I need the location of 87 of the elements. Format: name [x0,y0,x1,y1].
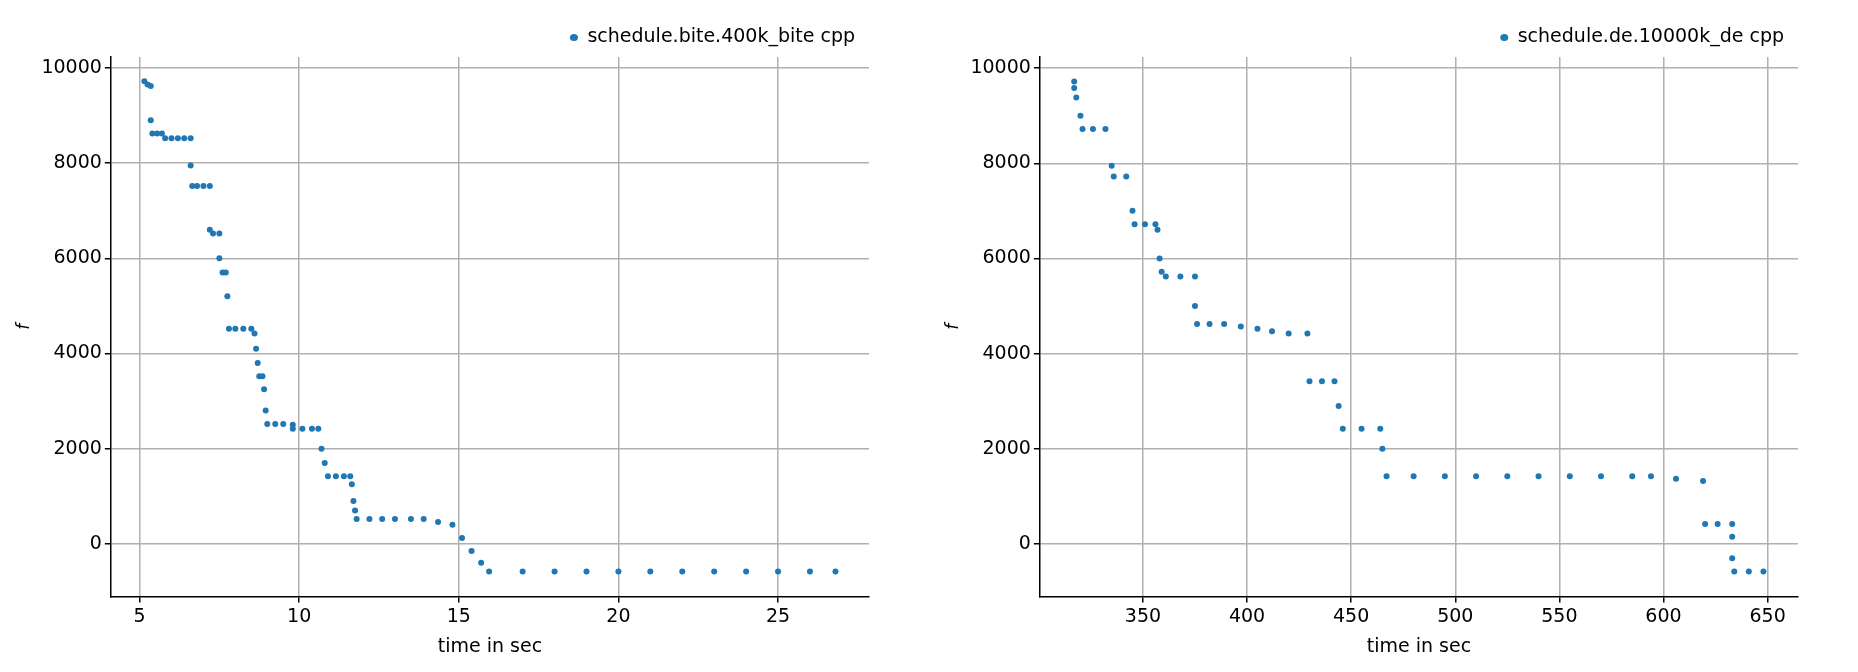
point [1079,125,1086,132]
point [1672,475,1679,482]
point [1629,473,1636,480]
point [1156,255,1163,262]
point [1535,473,1542,480]
point [1269,328,1276,335]
point [1377,425,1384,432]
point [1194,321,1201,328]
point [1254,325,1261,332]
y-tick-label: 4000 [53,340,102,363]
point [1206,321,1213,328]
point [1306,378,1313,385]
point [1745,568,1752,575]
point [1102,125,1109,132]
point [1339,425,1346,432]
y-tick-label: 8000 [982,150,1031,173]
point [1566,473,1573,480]
point [1358,425,1365,432]
point [1191,303,1198,309]
point [1335,402,1342,409]
y-tick-label: 2000 [982,435,1031,458]
point [1729,533,1736,540]
x-axis-title: time in sec [437,633,543,656]
point [1221,321,1228,328]
point [1073,94,1080,101]
y-tick-label: 0 [1018,530,1031,553]
point [1158,268,1165,275]
point [1077,112,1084,119]
point [1108,162,1115,169]
x-tick-label: 450 [1333,603,1370,626]
x-axis-title: time in sec [1366,633,1472,656]
point [1237,323,1244,330]
point [1152,221,1159,228]
legend-label: schedule.de.10000k_de cpp [1517,24,1784,48]
y-tick-label: 6000 [982,245,1031,268]
y-tick-label: 6000 [53,245,102,268]
point [1729,520,1736,527]
point [1177,273,1184,280]
point [1473,473,1480,480]
point [1731,568,1738,575]
y-tick-label: 10000 [970,55,1031,78]
point [1504,473,1511,480]
point [1285,330,1292,337]
point [1702,520,1709,527]
x-tick-label: 400 [1228,603,1266,626]
point [1131,221,1138,228]
y-tick-label: 2000 [53,435,102,458]
point [1379,445,1386,452]
point [1071,85,1078,92]
point [1123,173,1130,180]
x-tick-label: 25 [765,603,791,626]
y-tick-label: 4000 [982,340,1031,363]
y-tick-label: 8000 [53,150,102,173]
x-tick-label: 550 [1541,603,1578,626]
point [1154,226,1161,233]
point [1441,473,1448,480]
point [1191,273,1198,280]
point [1071,78,1078,85]
x-tick-label: 10 [287,603,312,626]
point [1598,473,1605,480]
point [1760,568,1767,575]
point [1162,273,1169,280]
point [1318,378,1325,385]
x-tick-label: 500 [1437,603,1474,626]
point [1331,378,1338,385]
point [1089,125,1096,132]
legend-label: schedule.bite.400k_bite cpp [587,24,855,48]
x-tick-label: 20 [606,603,631,626]
x-tick-label: 600 [1645,603,1682,626]
x-tick-label: 350 [1124,603,1162,626]
point [1700,478,1707,485]
y-axis-title: f [941,320,962,330]
x-tick-label: 5 [133,603,146,626]
point [1142,221,1148,228]
point [1110,173,1117,180]
point [1714,520,1721,527]
y-tick-label: 10000 [41,54,102,77]
point [1129,207,1136,214]
point [1410,473,1417,480]
point [1729,555,1736,562]
x-tick-label: 650 [1749,603,1786,626]
point [1304,330,1311,337]
x-tick-label: 15 [446,603,471,626]
point [1383,473,1390,480]
y-tick-label: 0 [89,530,102,553]
point [1647,473,1654,480]
y-axis-title: f [12,320,33,330]
